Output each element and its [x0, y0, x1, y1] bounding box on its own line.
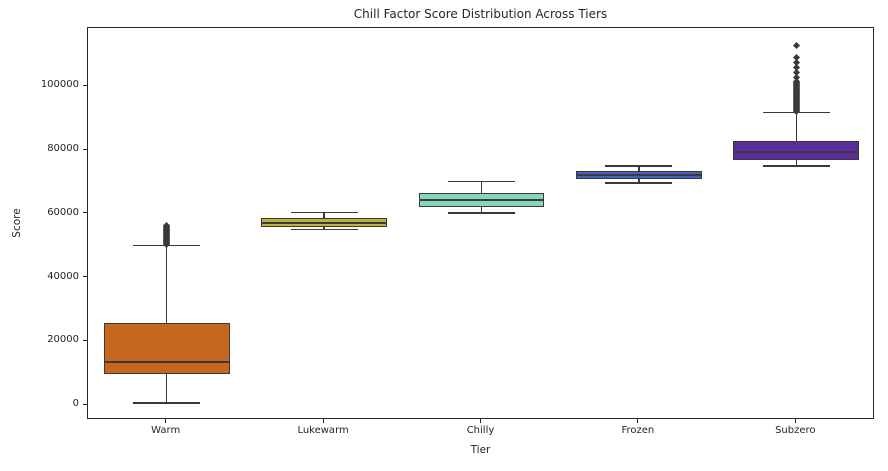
x-tick-label: Lukewarm: [297, 425, 349, 436]
median-line-lukewarm: [261, 221, 388, 224]
x-tick-mark: [322, 419, 324, 423]
y-tick-mark: [83, 148, 87, 150]
y-tick-label: 20000: [47, 334, 79, 346]
whisker-cap-max-frozen: [605, 165, 673, 167]
x-tick-mark: [637, 419, 639, 423]
whisker-upper-frozen: [638, 165, 640, 171]
whisker-cap-max-chilly: [448, 180, 515, 183]
whisker-lower-warm: [165, 374, 168, 404]
whisker-lower-lukewarm: [323, 226, 325, 230]
x-tick-label: Warm: [151, 425, 181, 436]
whisker-upper-lukewarm: [323, 212, 325, 219]
x-tick-label: Frozen: [621, 425, 655, 436]
x-tick-mark: [480, 419, 481, 423]
whisker-upper-chilly: [480, 181, 483, 194]
chart-title: Chill Factor Score Distribution Across T…: [353, 7, 608, 21]
whisker-cap-max-lukewarm: [290, 211, 358, 214]
whisker-cap-min-subzero: [762, 165, 830, 167]
x-tick-label: Subzero: [775, 425, 816, 436]
y-tick-label: 0: [72, 398, 79, 410]
median-line-subzero: [733, 150, 860, 153]
y-tick-label: 100000: [40, 79, 79, 91]
x-axis-label: Tier: [470, 444, 491, 456]
median-line-warm: [103, 360, 230, 363]
median-line-chilly: [418, 199, 545, 202]
median-line-frozen: [575, 173, 702, 176]
y-tick-mark: [83, 212, 87, 214]
y-tick-label: 80000: [47, 143, 79, 155]
y-tick-mark: [83, 84, 87, 86]
whisker-cap-min-lukewarm: [290, 228, 358, 231]
x-tick-mark: [165, 419, 167, 423]
y-tick-label: 40000: [47, 270, 79, 282]
x-tick-label: Chilly: [466, 425, 495, 436]
whisker-lower-subzero: [795, 159, 798, 166]
y-tick-mark: [83, 276, 87, 278]
whisker-upper-subzero: [795, 112, 798, 142]
y-tick-mark: [83, 339, 87, 341]
whisker-lower-chilly: [480, 207, 483, 214]
whisker-cap-min-warm: [133, 402, 201, 404]
whisker-upper-warm: [165, 245, 168, 323]
whisker-lower-frozen: [638, 179, 640, 183]
box-subzero: [733, 141, 860, 160]
x-tick-mark: [794, 419, 796, 423]
whisker-cap-min-chilly: [448, 212, 515, 214]
plot-area: [87, 27, 874, 419]
outlier-point-subzero: [792, 41, 800, 50]
whisker-cap-min-frozen: [605, 182, 673, 184]
y-tick-mark: [83, 403, 87, 405]
box-warm: [103, 322, 230, 375]
y-tick-label: 60000: [47, 206, 79, 218]
